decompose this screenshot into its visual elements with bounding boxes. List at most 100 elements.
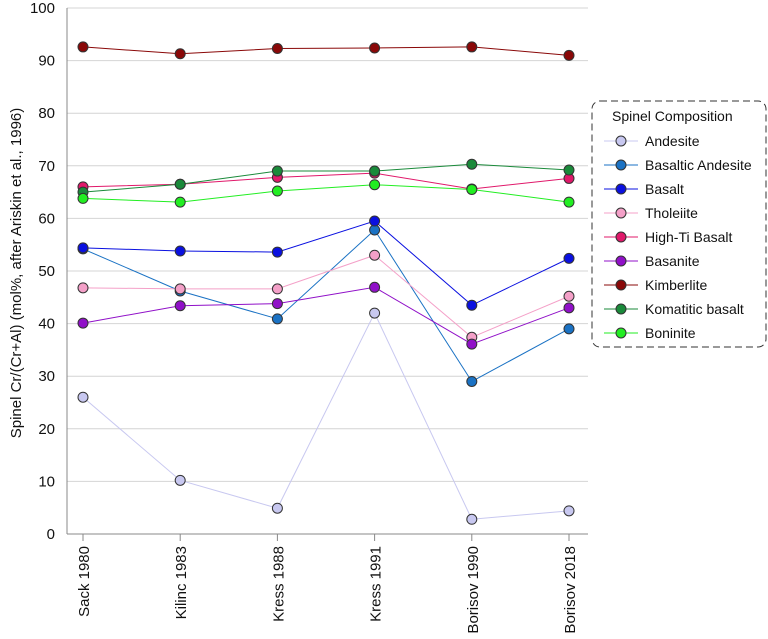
data-point — [77, 242, 89, 254]
y-tick-label: 10 — [38, 473, 55, 490]
data-point — [369, 42, 381, 54]
legend-item: Komatitic basalt — [604, 301, 744, 317]
data-point — [174, 300, 186, 312]
y-tick-label: 40 — [38, 316, 55, 333]
x-tick-label: Kilinc 1983 — [173, 546, 190, 619]
series-group — [77, 41, 575, 525]
y-axis-label: Spinel Cr/(Cr+Al) (mol%, after Ariskin e… — [8, 108, 25, 439]
data-point — [271, 185, 283, 197]
legend-marker — [615, 207, 627, 219]
data-point — [563, 323, 575, 335]
data-point — [369, 249, 381, 261]
legend-item: Andesite — [604, 133, 700, 149]
series-line — [82, 229, 570, 383]
legend-title: Spinel Composition — [612, 108, 733, 124]
data-point — [174, 48, 186, 60]
series-high-ti-basalt — [77, 167, 575, 195]
legend-label: Basaltic Andesite — [645, 157, 752, 173]
y-tick-label: 90 — [38, 53, 55, 70]
series-line — [82, 163, 570, 193]
legend-item: Basalt — [604, 181, 684, 197]
legend-marker — [615, 255, 627, 267]
data-point — [563, 252, 575, 264]
data-point — [174, 196, 186, 208]
data-point — [563, 49, 575, 61]
data-point — [563, 164, 575, 176]
data-point — [271, 43, 283, 55]
x-tick-label: Kress 1988 — [270, 546, 287, 622]
data-point — [466, 158, 478, 170]
y-tick-label: 30 — [38, 368, 55, 385]
legend-marker — [615, 231, 627, 243]
series-basanite — [77, 281, 575, 350]
y-tick-label: 20 — [38, 421, 55, 438]
series-andesite — [77, 307, 575, 525]
data-point — [271, 283, 283, 295]
legend: Spinel Composition Andesite Basaltic Ande… — [591, 100, 767, 348]
data-point — [369, 281, 381, 293]
data-point — [563, 302, 575, 314]
data-point — [174, 283, 186, 295]
x-tick-label: Sack 1980 — [76, 546, 93, 617]
data-point — [563, 290, 575, 302]
data-point — [271, 246, 283, 258]
legend-marker — [615, 183, 627, 195]
data-point — [77, 317, 89, 329]
data-point — [271, 502, 283, 514]
data-point — [563, 505, 575, 517]
series-line — [82, 220, 570, 306]
y-tick-label: 70 — [38, 158, 55, 175]
data-point — [466, 41, 478, 53]
data-point — [77, 282, 89, 294]
data-point — [77, 41, 89, 53]
data-point — [174, 178, 186, 190]
x-tick-label: Borisov 1990 — [465, 546, 482, 634]
legend-label: High-Ti Basalt — [645, 229, 733, 245]
legend-marker — [615, 303, 627, 315]
series-line — [82, 286, 570, 345]
x-tick-label: Kress 1991 — [368, 546, 385, 622]
data-point — [369, 215, 381, 227]
series-line — [82, 172, 570, 190]
legend-marker — [615, 135, 627, 147]
series-line — [82, 184, 570, 203]
x-tick-label: Borisov 2018 — [562, 546, 579, 634]
y-tick-label: 60 — [38, 210, 55, 227]
data-point — [174, 474, 186, 486]
legend-item: High-Ti Basalt — [604, 229, 733, 245]
series-basaltic-andesite — [77, 224, 575, 387]
data-point — [77, 391, 89, 403]
legend-item: Basanite — [604, 253, 700, 269]
data-point — [466, 183, 478, 195]
data-point — [174, 245, 186, 257]
data-point — [466, 375, 478, 387]
data-point — [466, 513, 478, 525]
series-basalt — [77, 215, 575, 311]
series-komatitic-basalt — [77, 158, 575, 198]
series-kimberlite — [77, 41, 575, 61]
legend-label: Basanite — [645, 253, 700, 269]
legend-item: Boninite — [604, 325, 696, 341]
legend-label: Komatitic basalt — [645, 301, 744, 317]
data-point — [466, 338, 478, 350]
legend-label: Boninite — [645, 325, 696, 341]
data-point — [77, 192, 89, 204]
legend-marker — [615, 327, 627, 339]
x-tick-labels: Sack 1980 Kilinc 1983 Kress 1988 Kress 1991… — [76, 546, 579, 634]
data-point — [466, 299, 478, 311]
legend-item: Kimberlite — [604, 277, 707, 293]
series-line — [82, 46, 570, 56]
legend-label: Andesite — [645, 133, 700, 149]
legend-label: Kimberlite — [645, 277, 707, 293]
series-line — [82, 311, 570, 520]
y-tick-labels: 0 10 20 30 40 50 60 70 80 90 100 — [30, 0, 55, 543]
data-point — [563, 196, 575, 208]
legend-label: Basalt — [645, 181, 684, 197]
gridlines — [67, 7, 588, 482]
y-tick-label: 0 — [47, 526, 55, 543]
series-line — [82, 254, 570, 338]
series-tholeiite — [77, 249, 575, 343]
series-boninite — [77, 179, 575, 208]
legend-marker — [615, 159, 627, 171]
